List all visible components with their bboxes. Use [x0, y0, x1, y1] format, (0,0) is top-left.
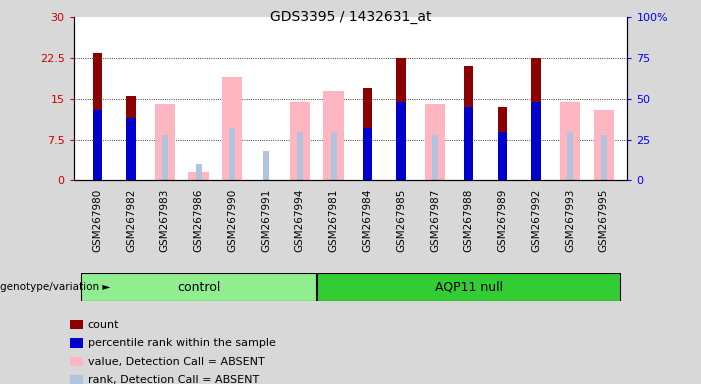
Bar [594, 110, 614, 180]
Text: genotype/variation ►: genotype/variation ► [0, 282, 110, 292]
Text: GSM267992: GSM267992 [531, 189, 541, 252]
Bar [560, 102, 580, 180]
Text: GSM267995: GSM267995 [599, 189, 608, 252]
Bar [362, 88, 372, 180]
Bar [189, 172, 209, 180]
Bar [318, 273, 620, 301]
Text: GDS3395 / 1432631_at: GDS3395 / 1432631_at [270, 10, 431, 23]
Text: count: count [88, 320, 119, 330]
Bar [531, 102, 541, 180]
Text: AQP11 null: AQP11 null [435, 281, 503, 293]
Bar [297, 131, 303, 180]
Text: GSM267989: GSM267989 [498, 189, 508, 252]
Bar [362, 128, 372, 180]
Text: GSM267980: GSM267980 [93, 189, 102, 252]
Bar [229, 128, 236, 180]
Text: GSM267983: GSM267983 [160, 189, 170, 252]
Bar [601, 135, 607, 180]
Text: GSM267993: GSM267993 [565, 189, 575, 252]
Text: GSM267986: GSM267986 [193, 189, 203, 252]
Bar [397, 102, 406, 180]
Text: GSM267984: GSM267984 [362, 189, 372, 252]
Bar [432, 135, 438, 180]
Text: GSM267994: GSM267994 [295, 189, 305, 252]
Bar [222, 77, 243, 180]
Bar [331, 131, 336, 180]
Bar [162, 135, 168, 180]
Text: control: control [177, 281, 220, 293]
Text: value, Detection Call = ABSENT: value, Detection Call = ABSENT [88, 357, 264, 367]
Bar [81, 273, 316, 301]
Text: GSM267981: GSM267981 [329, 189, 339, 252]
Text: GSM267988: GSM267988 [463, 189, 474, 252]
Bar [126, 119, 136, 180]
Bar [126, 96, 136, 180]
Bar [290, 102, 310, 180]
Bar [498, 107, 508, 180]
Bar [397, 58, 406, 180]
Bar [93, 53, 102, 180]
Bar [464, 66, 473, 180]
Bar [498, 131, 508, 180]
Bar [93, 110, 102, 180]
Bar [464, 107, 473, 180]
Bar [155, 104, 175, 180]
Bar [567, 131, 573, 180]
Text: rank, Detection Call = ABSENT: rank, Detection Call = ABSENT [88, 375, 259, 384]
Text: GSM267982: GSM267982 [126, 189, 136, 252]
Text: GSM267991: GSM267991 [261, 189, 271, 252]
Text: GSM267987: GSM267987 [430, 189, 440, 252]
Text: percentile rank within the sample: percentile rank within the sample [88, 338, 275, 348]
Bar [531, 58, 541, 180]
Text: GSM267985: GSM267985 [396, 189, 406, 252]
Text: GSM267990: GSM267990 [227, 189, 238, 252]
Bar [425, 104, 445, 180]
Bar [263, 151, 269, 180]
Bar [323, 91, 343, 180]
Bar [196, 164, 202, 180]
